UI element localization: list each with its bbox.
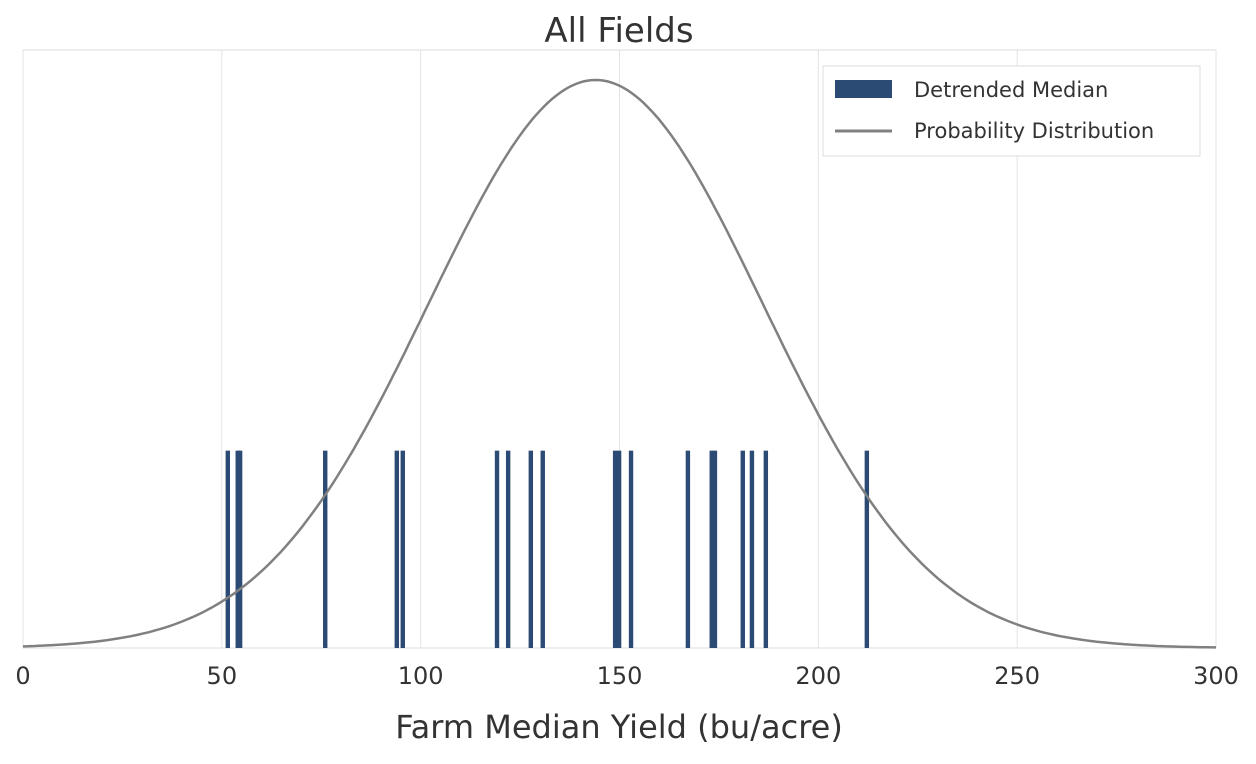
bar — [864, 450, 870, 648]
chart-title: All Fields — [544, 11, 693, 51]
bar — [740, 450, 745, 648]
bar — [394, 450, 400, 648]
bar — [400, 450, 405, 648]
x-tick-labels: 0 50 100 150 200 250 300 — [15, 662, 1239, 690]
legend-swatch-bars — [835, 80, 892, 98]
x-tick-label: 150 — [597, 662, 643, 690]
bar — [494, 450, 500, 648]
bar — [749, 450, 755, 648]
bar — [763, 450, 769, 648]
bar — [712, 450, 718, 648]
bar — [709, 450, 714, 648]
x-axis-label: Farm Median Yield (bu/acre) — [395, 708, 843, 746]
bar — [225, 450, 230, 648]
x-tick-label: 0 — [15, 662, 30, 690]
x-tick-label: 100 — [398, 662, 444, 690]
legend-box — [822, 65, 1201, 157]
legend: Detrended Median Probability Distributio… — [822, 65, 1201, 157]
x-tick-label: 250 — [994, 662, 1040, 690]
bar — [628, 450, 634, 648]
x-tick-label: 200 — [795, 662, 841, 690]
x-tick-label: 300 — [1193, 662, 1239, 690]
x-tick-label: 50 — [207, 662, 238, 690]
bar — [540, 450, 545, 648]
bar — [505, 450, 511, 648]
bars — [225, 450, 870, 648]
grid-lines — [22, 50, 1217, 648]
bar — [616, 450, 622, 648]
probability-distribution-line — [22, 78, 1216, 649]
bar — [685, 450, 691, 648]
bar — [323, 450, 328, 648]
bar — [612, 450, 618, 648]
bar — [237, 450, 243, 648]
legend-label-bars: Detrended Median — [914, 78, 1108, 102]
bar — [235, 450, 240, 648]
legend-label-line: Probability Distribution — [914, 119, 1154, 143]
bar — [528, 450, 534, 648]
